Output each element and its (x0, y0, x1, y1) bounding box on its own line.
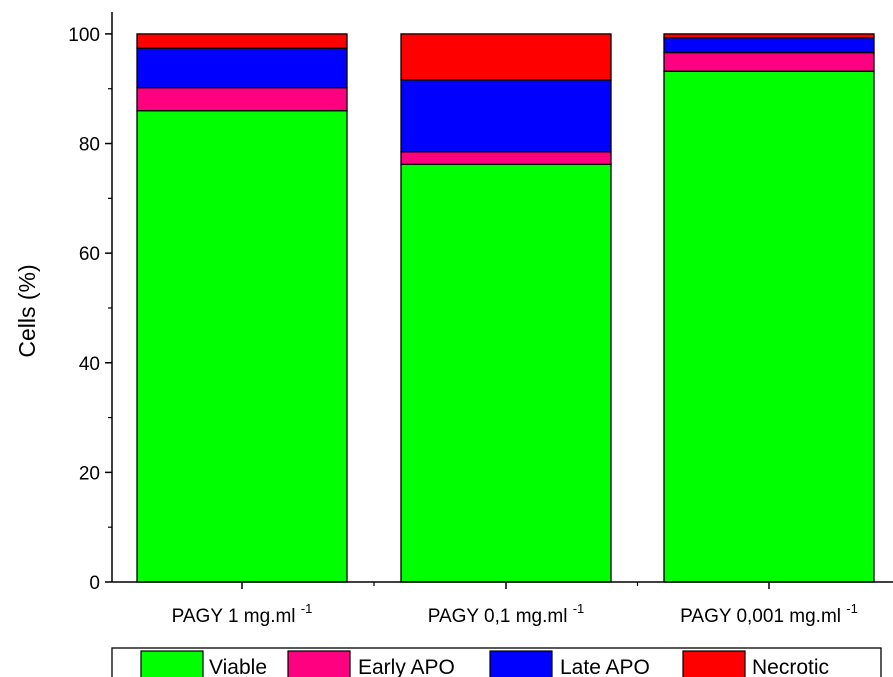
legend-swatch-viable (140, 650, 204, 677)
bar-early-apo-2 (400, 151, 612, 166)
bars-group (136, 33, 875, 583)
y-tick-label-60: 60 (79, 244, 100, 265)
bar-late-apo-2 (400, 79, 612, 153)
bar-late-apo-1 (136, 47, 348, 89)
y-axis-title: Cells (%) (14, 264, 40, 357)
bar-late-apo-3 (663, 37, 875, 54)
x-tick-label-superscript: -1 (301, 601, 313, 616)
bar-viable-3 (663, 70, 875, 583)
legend-label-early-apo: Early APO (358, 656, 455, 677)
legend-swatch-late-apo (489, 650, 553, 677)
bar-early-apo-3 (663, 51, 875, 72)
y-tick-label-100: 100 (68, 25, 100, 46)
x-tick-label-text: PAGY 0,001 mg.ml (680, 606, 846, 627)
x-tick-label-superscript: -1 (573, 601, 585, 616)
y-tick-label-0: 0 (89, 573, 100, 594)
legend: Viable Early APO Late APO Necrotic (111, 647, 882, 677)
x-tick-label-superscript: -1 (846, 601, 858, 616)
x-tick-label-text: PAGY 1 mg.ml (172, 606, 301, 627)
x-tick-label-2: PAGY 0,1 mg.ml -1 (428, 601, 585, 627)
bar-viable-1 (136, 110, 348, 583)
legend-label-late-apo: Late APO (560, 656, 650, 677)
bar-viable-2 (400, 163, 612, 583)
legend-swatch-early-apo (287, 650, 351, 677)
bar-necrotic-2 (400, 33, 612, 81)
legend-swatch-necrotic (682, 650, 746, 677)
y-tick-label-80: 80 (79, 135, 100, 156)
legend-label-viable: Viable (209, 656, 267, 677)
bar-early-apo-1 (136, 86, 348, 112)
x-tick-label-3: PAGY 0,001 mg.ml -1 (680, 601, 858, 627)
x-tick-label-text: PAGY 0,1 mg.ml (428, 606, 573, 627)
bar-necrotic-1 (136, 33, 348, 49)
y-tick-label-40: 40 (79, 354, 100, 375)
y-tick-label-20: 20 (79, 463, 100, 484)
bar-necrotic-3 (663, 33, 875, 39)
x-tick-label-1: PAGY 1 mg.ml -1 (172, 601, 313, 627)
legend-label-necrotic: Necrotic (752, 656, 829, 677)
